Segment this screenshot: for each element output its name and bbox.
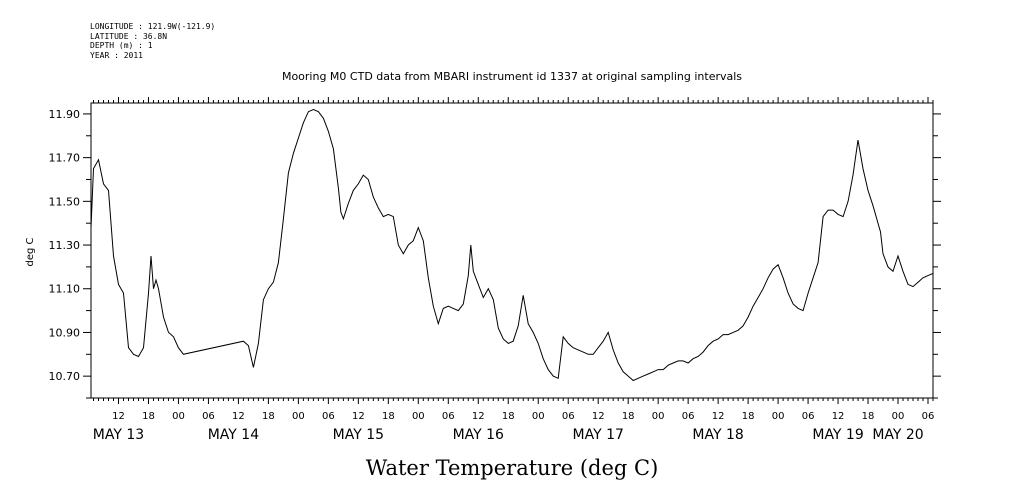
x-hour-label: 06 (202, 411, 215, 422)
x-hour-label: 12 (832, 411, 845, 422)
x-hour-label: 06 (682, 411, 695, 422)
location-metadata: LONGITUDE : 121.9W(-121.9) LATITUDE : 36… (90, 22, 215, 60)
x-hour-label: 12 (112, 411, 125, 422)
x-hour-label: 18 (382, 411, 395, 422)
y-tick-label: 11.10 (49, 283, 81, 296)
depth-text: DEPTH (m) : 1 (90, 41, 153, 50)
x-day-label: MAY 18 (692, 427, 743, 443)
x-hour-label: 06 (802, 411, 815, 422)
x-hour-label: 06 (562, 411, 575, 422)
x-hour-label: 12 (232, 411, 245, 422)
x-hour-label: 06 (922, 411, 935, 422)
x-hour-label: 00 (772, 411, 785, 422)
x-hour-label: 06 (322, 411, 335, 422)
x-hour-label: 06 (442, 411, 455, 422)
x-axis-label: Water Temperature (deg C) (366, 456, 659, 480)
x-hour-label: 00 (532, 411, 545, 422)
x-hour-label: 12 (592, 411, 605, 422)
year-text: YEAR : 2011 (90, 50, 143, 60)
latitude-text: LATITUDE : 36.8N (90, 31, 168, 41)
y-tick-label: 11.30 (49, 239, 81, 252)
y-axis-label: deg C (25, 237, 36, 266)
x-hour-label: 18 (142, 411, 155, 422)
x-hour-label: 00 (652, 411, 665, 422)
x-day-label: MAY 13 (93, 427, 144, 443)
x-hour-labels: 12 18 00 06 12 18 00 06 12 18 00 06 12 18 00 06 12 18 00 06… (112, 411, 934, 422)
plot-frame (90, 102, 934, 399)
y-tick-label: 11.70 (49, 152, 81, 165)
x-day-label: MAY 19 (812, 427, 863, 443)
y-tick-labels: 10.70 10.90 11.10 11.30 11.50 11.70 11.90 (49, 108, 81, 383)
y-tick-label: 11.50 (49, 195, 81, 208)
x-hour-label: 12 (472, 411, 485, 422)
x-day-label: MAY 20 (872, 427, 923, 443)
chart-title: Mooring M0 CTD data from MBARI instrumen… (282, 70, 742, 83)
y-tick-label: 10.70 (49, 370, 81, 383)
temperature-series-line (90, 109, 934, 382)
x-hour-label: 00 (412, 411, 425, 422)
y-tick-label: 11.90 (49, 108, 81, 121)
longitude-text: LONGITUDE : 121.9W(-121.9) (90, 22, 216, 31)
x-hour-label: 00 (292, 411, 305, 422)
x-day-label: MAY 17 (573, 427, 624, 443)
x-day-label: MAY 14 (208, 427, 259, 443)
x-hour-label: 12 (352, 411, 365, 422)
axis-ticks (83, 97, 941, 404)
x-hour-label: 00 (892, 411, 905, 422)
x-hour-label: 18 (262, 411, 275, 422)
x-day-label: MAY 15 (333, 427, 384, 443)
x-hour-label: 12 (712, 411, 725, 422)
x-day-labels: MAY 13 MAY 14 MAY 15 MAY 16 MAY 17 MAY 18 MAY … (93, 427, 924, 443)
x-day-label: MAY 16 (453, 427, 504, 443)
x-hour-label: 18 (742, 411, 755, 422)
y-tick-label: 10.90 (49, 326, 81, 339)
x-hour-label: 18 (622, 411, 635, 422)
x-hour-label: 18 (502, 411, 515, 422)
x-hour-label: 18 (862, 411, 875, 422)
x-hour-label: 00 (172, 411, 185, 422)
